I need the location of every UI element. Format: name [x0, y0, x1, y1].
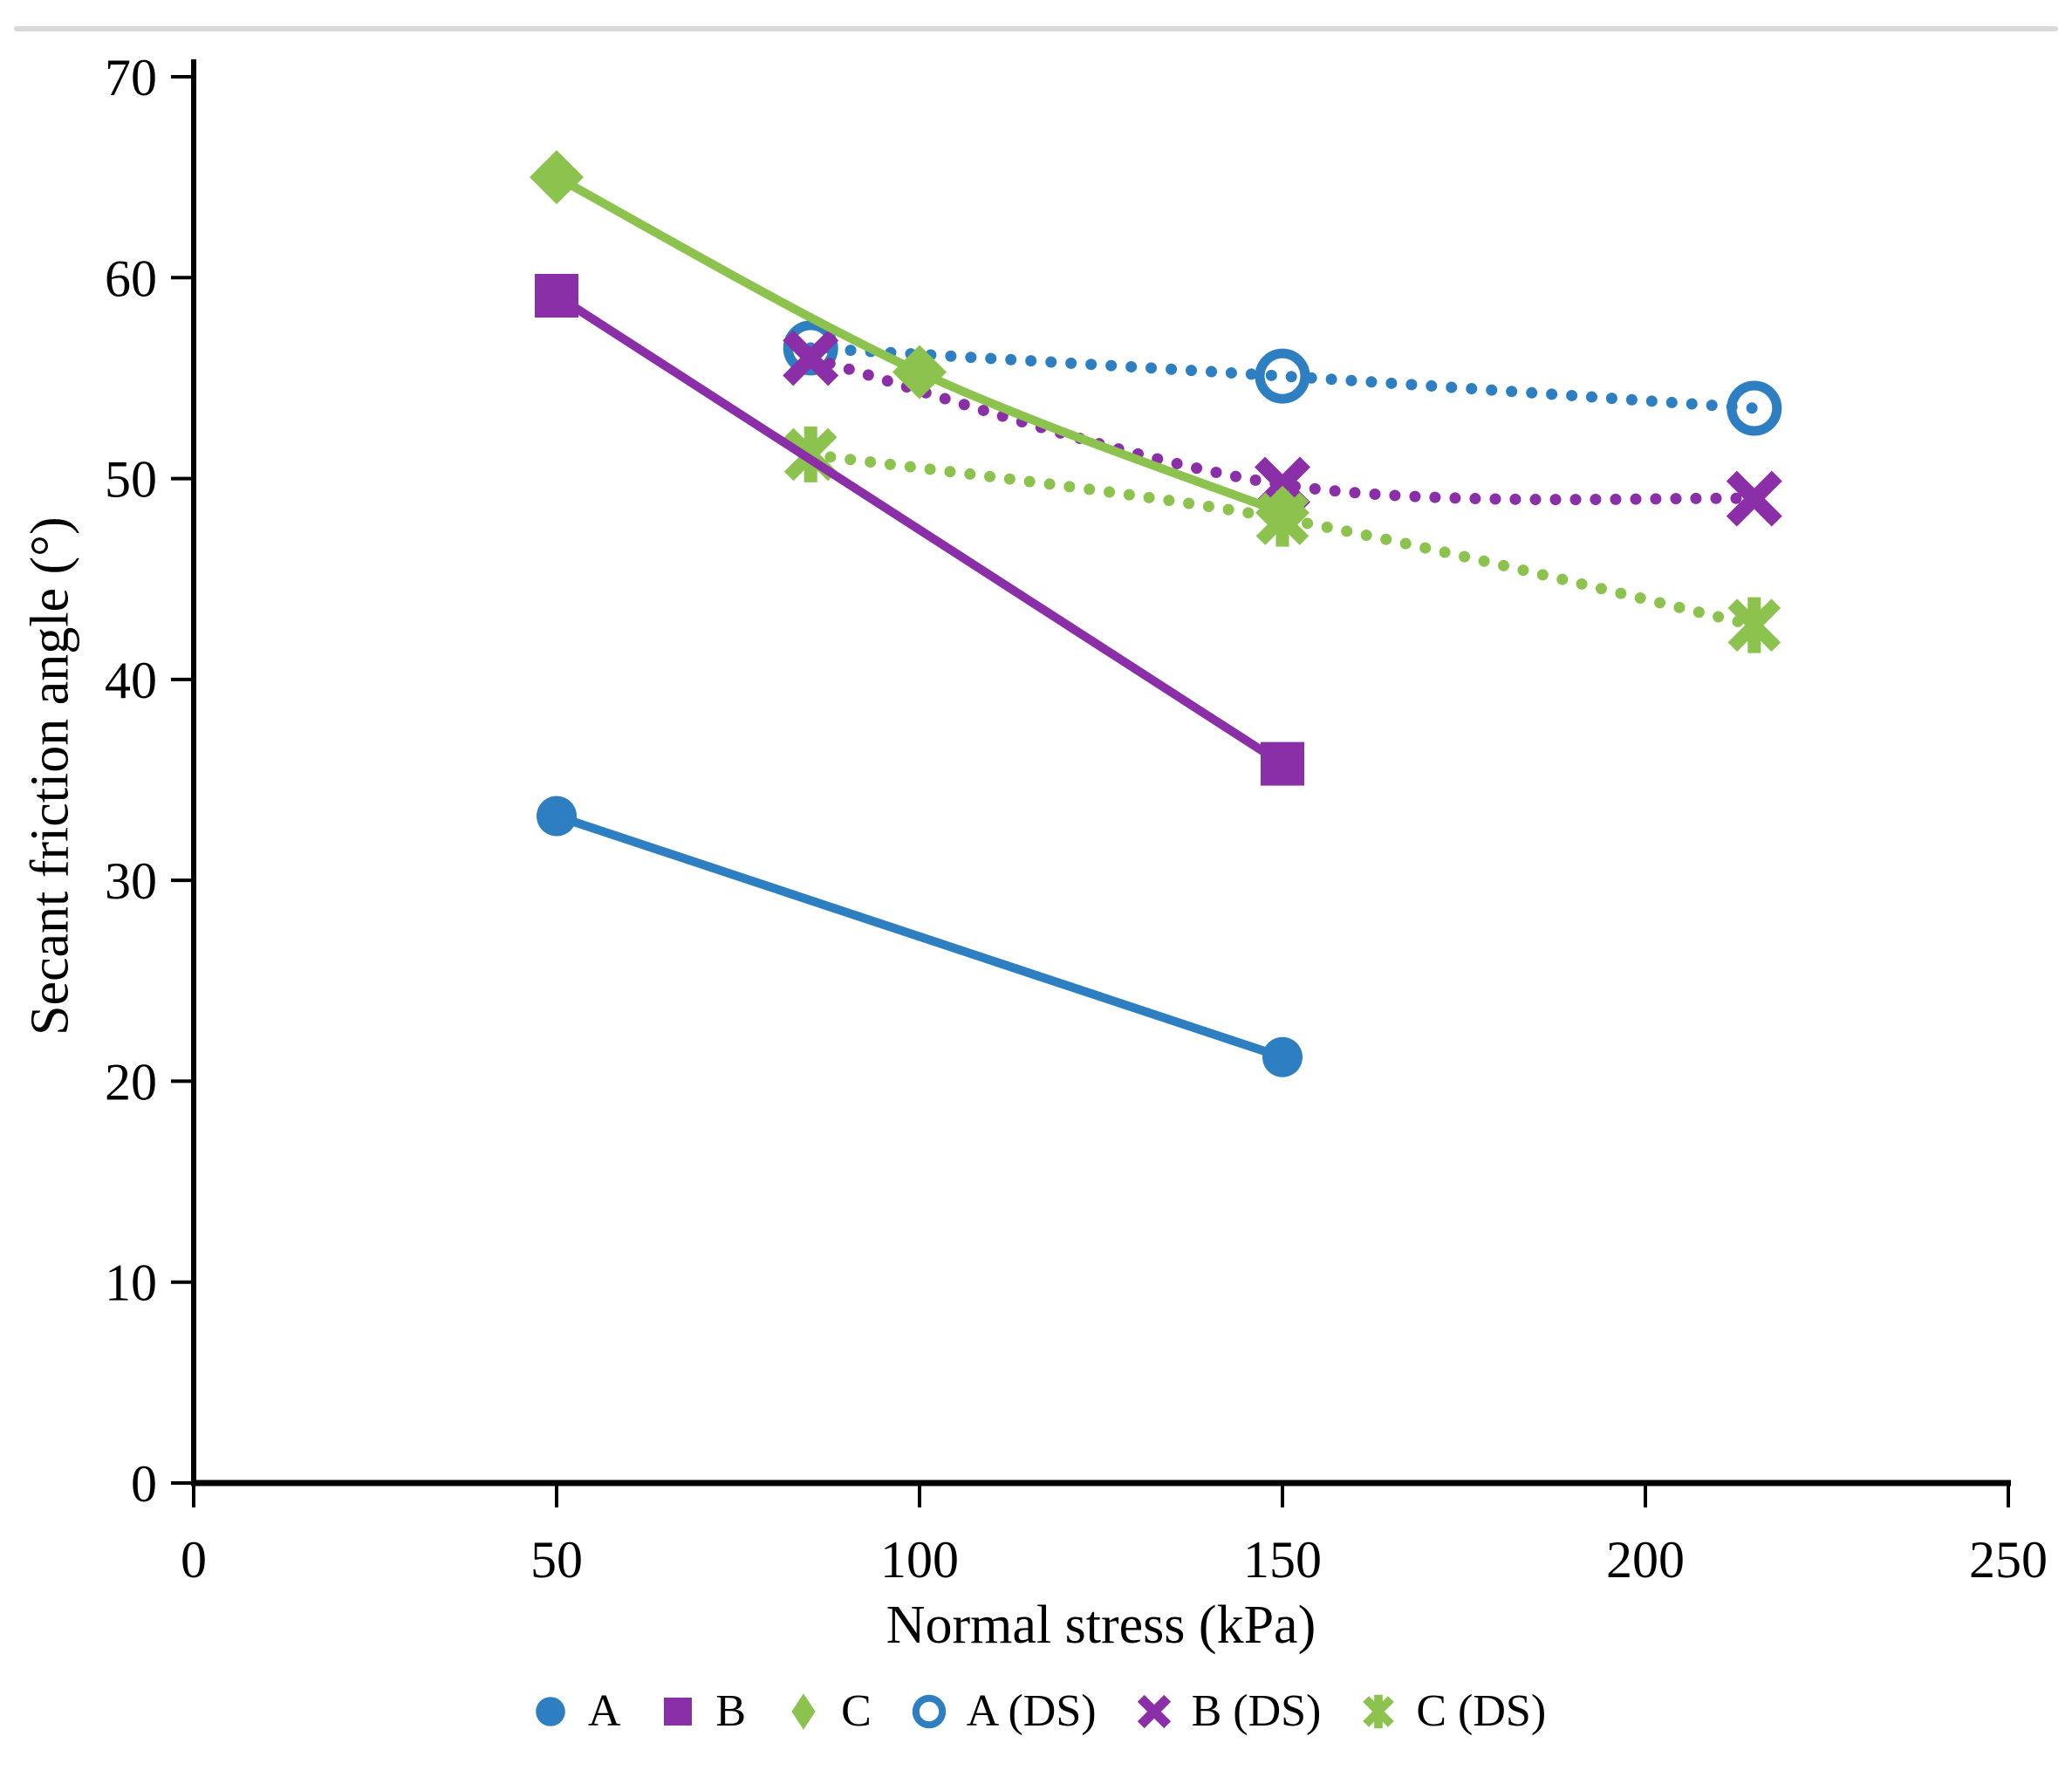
open-circle-marker — [1255, 348, 1310, 404]
legend: A B C A (DS) B (DS) C (DS) — [0, 1685, 2072, 1737]
y-tick-label: 40 — [105, 652, 157, 709]
diamond-marker — [530, 150, 584, 205]
series-line — [555, 811, 1284, 1062]
y-tick-label: 60 — [105, 249, 157, 307]
y-tick-label: 0 — [131, 1455, 157, 1513]
legend-label: A — [587, 1686, 621, 1736]
diamond-marker — [1255, 485, 1310, 540]
legend-label: B — [715, 1686, 747, 1736]
y-tick-label: 50 — [105, 451, 157, 509]
legend-label: B (DS) — [1191, 1686, 1322, 1736]
x-marker — [783, 330, 839, 386]
y-tick-label: 10 — [105, 1254, 157, 1312]
x-tick-label: 150 — [1243, 1531, 1322, 1589]
x-marker — [1726, 470, 1782, 527]
open-circle-marker — [783, 320, 838, 376]
y-tick-label: 30 — [105, 852, 157, 910]
series-line — [554, 291, 1285, 768]
x-tick-label: 50 — [530, 1531, 583, 1589]
series-b — [535, 274, 1304, 786]
diamond-legend-icon — [791, 1692, 816, 1730]
series-line — [804, 352, 1761, 506]
legend-item-b: B — [653, 1685, 746, 1737]
legend-item-c: C — [779, 1685, 872, 1737]
y-tick-label: 20 — [105, 1053, 157, 1111]
x-legend-icon — [1137, 1694, 1171, 1728]
x-tick-label: 250 — [1969, 1531, 2048, 1589]
x-axis-title: Normal stress (kPa) — [886, 1596, 1316, 1655]
legend-label: C (DS) — [1416, 1686, 1547, 1736]
series-a — [537, 796, 1303, 1077]
series-c — [530, 150, 1310, 540]
legend-item-c-ds: C (DS) — [1354, 1685, 1546, 1737]
square-legend-icon — [664, 1697, 693, 1726]
legend-item-b-ds: B (DS) — [1130, 1685, 1322, 1737]
open-circle-marker — [1727, 380, 1782, 436]
circle-legend-icon — [536, 1696, 565, 1726]
asterisk-legend-icon — [1363, 1694, 1395, 1728]
x-tick-label: 200 — [1606, 1531, 1685, 1589]
x-tick-label: 100 — [880, 1531, 959, 1589]
square-marker — [535, 274, 578, 318]
x-tick-label: 0 — [181, 1531, 207, 1589]
square-marker — [1261, 742, 1304, 786]
legend-label: A (DS) — [966, 1686, 1097, 1736]
y-tick-label: 70 — [105, 49, 157, 106]
legend-label: C — [841, 1686, 872, 1736]
asterisk-marker — [1727, 597, 1781, 653]
legend-item-a: A — [526, 1685, 621, 1737]
open-circle-legend-icon — [912, 1694, 946, 1728]
legend-item-a-ds: A (DS) — [905, 1685, 1097, 1737]
y-axis-title: Secant friction angle (°) — [20, 516, 80, 1036]
diamond-marker — [892, 345, 947, 400]
figure-top-border — [14, 26, 2058, 31]
circle-marker — [537, 796, 577, 837]
circle-marker — [1262, 1036, 1303, 1077]
